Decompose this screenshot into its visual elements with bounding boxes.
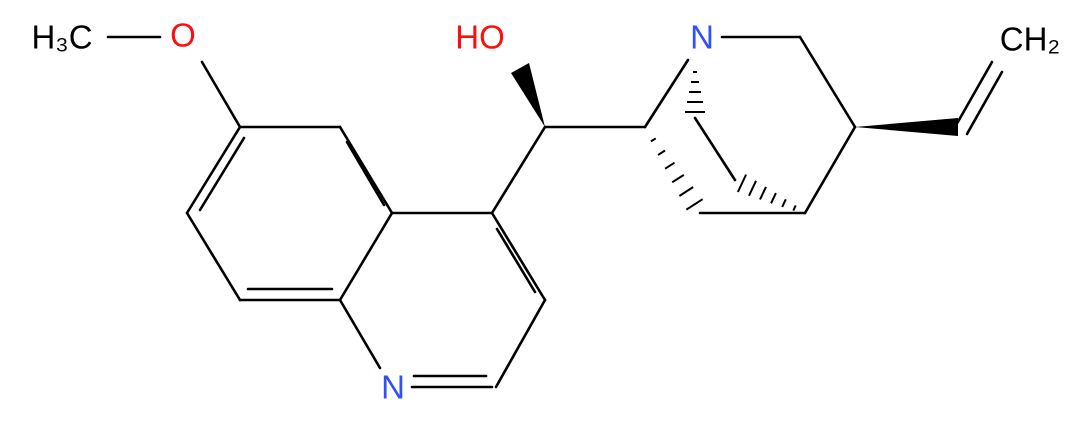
hashed-bond bbox=[685, 71, 705, 113]
atom-label: CH₂ bbox=[1000, 21, 1060, 58]
hashed-bond bbox=[650, 137, 704, 211]
hashed-bond bbox=[736, 174, 797, 212]
atom-label: HO bbox=[455, 19, 505, 56]
atom-label: N bbox=[381, 369, 405, 406]
wedge-bond bbox=[855, 118, 958, 136]
wedge-bond bbox=[511, 63, 545, 127]
atom-label: O bbox=[170, 17, 196, 54]
bonds bbox=[106, 35, 1004, 389]
atom-label: H₃C bbox=[31, 19, 92, 56]
atom-label: N bbox=[690, 19, 714, 56]
